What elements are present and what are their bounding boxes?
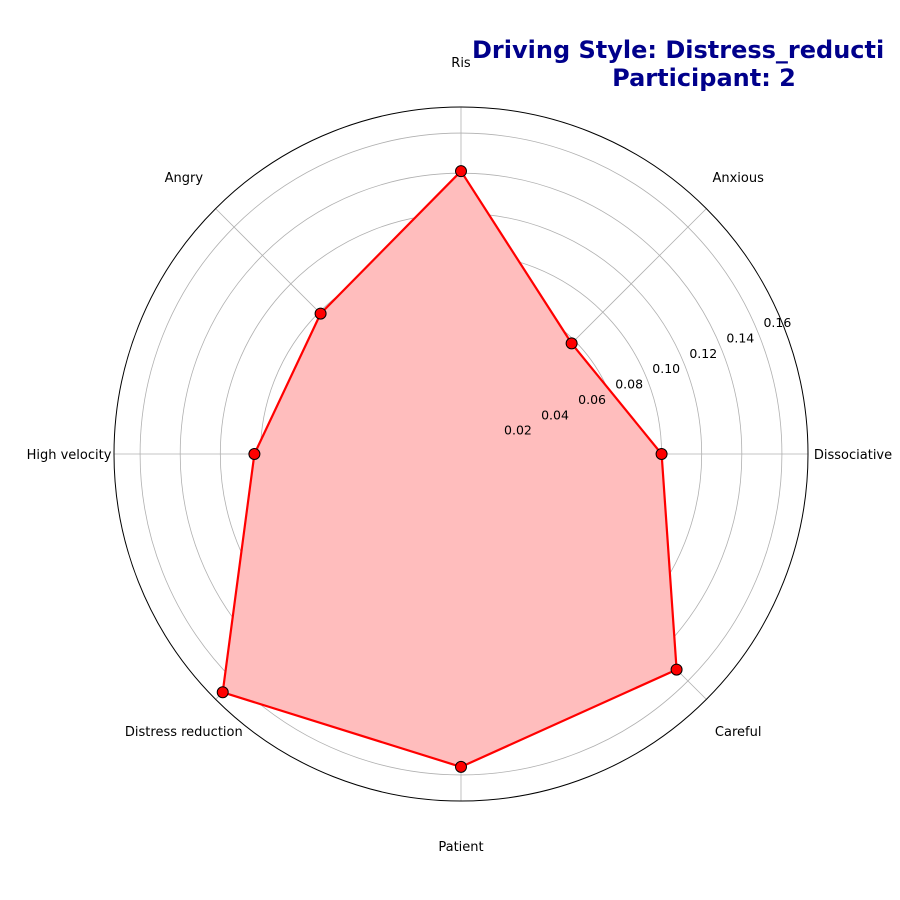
radial-tick-label: 0.16: [763, 315, 791, 330]
data-point: [455, 165, 467, 178]
data-point: [455, 760, 467, 773]
chart-title: Driving Style: Distress_reducti Particip…: [472, 36, 884, 92]
category-label: Patient: [438, 840, 483, 855]
category-label: Careful: [715, 725, 762, 740]
title-line-2: Participant: 2: [612, 64, 796, 92]
category-labels: Ris Anxious Dissociative Careful Patient Dist…: [27, 56, 893, 855]
radial-tick-label: 0.08: [615, 377, 643, 392]
category-label: Dissociative: [814, 448, 892, 463]
radial-tick-label: 0.06: [578, 392, 606, 407]
data-point: [670, 663, 683, 676]
data-point: [248, 448, 261, 460]
category-label: Distress reduction: [125, 725, 243, 740]
radial-tick-label: 0.14: [726, 331, 754, 346]
radial-tick-label: 0.10: [652, 361, 680, 376]
radial-tick-labels: 0.02 0.04 0.06 0.08 0.10 0.12 0.14 0.16: [504, 315, 791, 437]
data-points: [216, 165, 683, 773]
data-point: [655, 448, 668, 460]
category-label: Ris: [451, 56, 471, 71]
data-point: [216, 686, 229, 699]
category-label: Angry: [165, 171, 204, 186]
category-label: High velocity: [27, 448, 112, 463]
series-fill-area: [222, 171, 677, 767]
data-point: [314, 307, 327, 320]
radial-tick-label: 0.02: [504, 423, 532, 438]
radial-tick-label: 0.12: [689, 346, 717, 361]
outer-frame: [113, 106, 809, 802]
category-label: Anxious: [712, 171, 764, 186]
title-line-1: Driving Style: Distress_reducti: [472, 36, 884, 64]
data-point: [565, 337, 578, 350]
radial-tick-label: 0.04: [541, 407, 569, 422]
